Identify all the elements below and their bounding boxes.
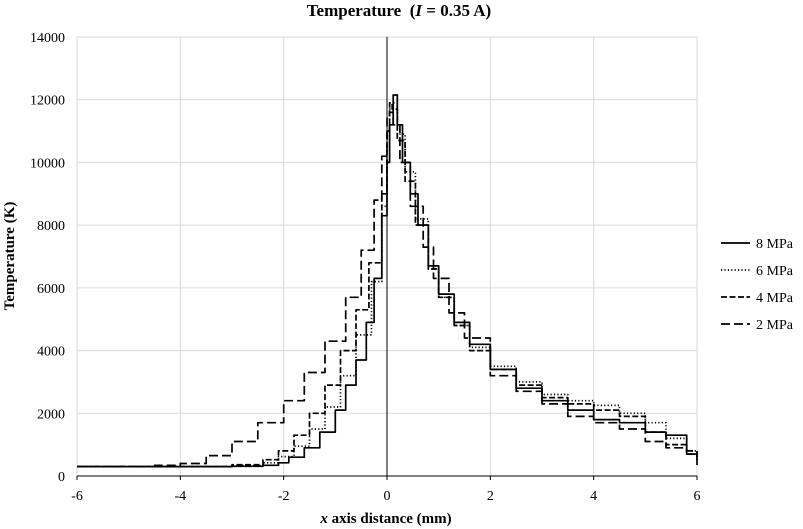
legend-label-4: 2 MPa	[756, 318, 794, 333]
y-tick-label: 8000	[37, 219, 65, 234]
x-tick-label: 6	[694, 489, 701, 504]
y-tick-label: 6000	[37, 282, 65, 297]
y-tick-label: 10000	[30, 156, 65, 171]
chart-title: Temperature (I = 0.35 A)	[307, 1, 491, 20]
y-tick-label: 0	[58, 470, 65, 485]
legend: 8 MPa 6 MPa 4 MPa 2 MPa	[721, 237, 794, 333]
series-line-3	[77, 102, 698, 468]
series-lines	[77, 94, 698, 468]
x-axis-label: x axis distance (mm)	[319, 511, 451, 527]
y-tick-label: 2000	[37, 407, 65, 422]
y-tick-label: 12000	[30, 94, 65, 109]
x-tick-label: -4	[174, 489, 186, 504]
y-tick-label: 4000	[37, 345, 65, 360]
y-axis-label: Temperature (K)	[2, 202, 18, 311]
legend-label-1: 8 MPa	[756, 237, 794, 252]
series-line-4	[77, 111, 698, 468]
axes	[76, 37, 698, 480]
y-tick-label: 14000	[30, 31, 65, 46]
x-tick-label: -2	[278, 489, 290, 504]
legend-label-3: 4 MPa	[756, 291, 794, 306]
x-tick-label: 4	[590, 489, 597, 504]
x-tick-label: 0	[384, 489, 391, 504]
x-tick-label: 2	[487, 489, 494, 504]
x-tick-label: -6	[71, 489, 83, 504]
tick-labels: 0 2000 4000 6000 8000 10000 12000 14000 -6 -4 -2 0 2…	[30, 31, 701, 504]
legend-label-2: 6 MPa	[756, 264, 794, 279]
